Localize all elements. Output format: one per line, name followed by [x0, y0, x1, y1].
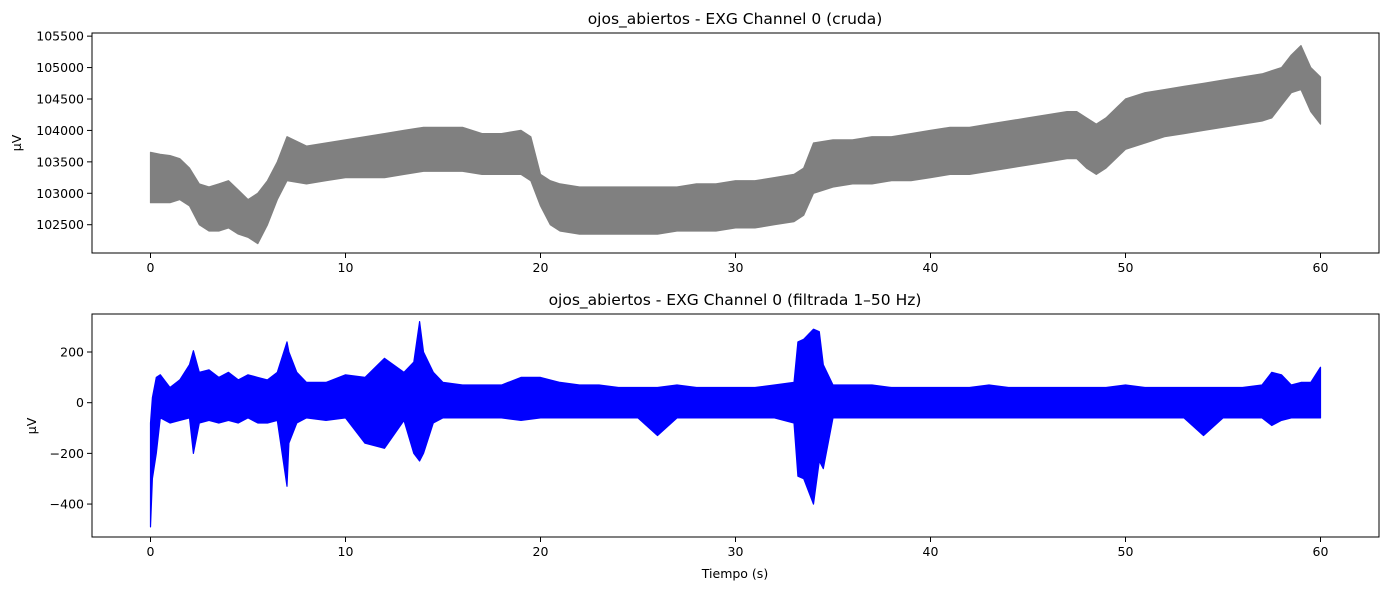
raw-axis-ticks: 0 10 20 30 40 50 60 102500 103000 103500 104000 104… — [36, 29, 1328, 275]
raw-y-tick-label: 103000 — [36, 186, 84, 201]
filtered-x-tick-label: 10 — [338, 544, 354, 559]
filtered-x-tick-label: 50 — [1118, 544, 1134, 559]
filtered-y-tick-label: 0 — [76, 395, 84, 410]
raw-x-tick-label: 20 — [533, 260, 549, 275]
filtered-x-axis-label: Tiempo (s) — [701, 566, 768, 581]
raw-x-tick-label: 0 — [147, 260, 155, 275]
raw-x-tick-label: 40 — [923, 260, 939, 275]
filtered-x-tick-label: 40 — [923, 544, 939, 559]
raw-y-tick-label: 105000 — [36, 60, 84, 75]
raw-signal-trace — [150, 50, 1321, 241]
filtered-signal-marks — [149, 321, 1322, 528]
filtered-y-axis-label: µV — [24, 417, 39, 434]
raw-x-tick-label: 60 — [1313, 260, 1329, 275]
filtered-y-tick-label: 200 — [60, 345, 84, 360]
filtered-plot-frame — [91, 313, 1380, 538]
raw-y-tick-label: 104500 — [36, 92, 84, 107]
raw-chart-title: ojos_abiertos - EXG Channel 0 (cruda) — [588, 10, 883, 29]
filtered-x-tick-label: 20 — [533, 544, 549, 559]
raw-signal-marks — [149, 45, 1322, 245]
raw-x-tick-label: 30 — [728, 260, 744, 275]
filtered-x-tick-label: 60 — [1313, 544, 1329, 559]
filtered-signal-panel: ojos_abiertos - EXG Channel 0 (filtrada … — [24, 291, 1380, 581]
raw-y-tick-label: 102500 — [36, 217, 84, 232]
raw-x-tick-label: 10 — [338, 260, 354, 275]
raw-y-tick-label: 103500 — [36, 154, 84, 169]
raw-x-tick-label: 50 — [1118, 260, 1134, 275]
raw-y-axis-label: µV — [9, 134, 24, 151]
raw-y-tick-label: 104000 — [36, 123, 84, 138]
filtered-signal-trace — [150, 330, 1321, 519]
raw-plot-frame — [91, 32, 1380, 254]
filtered-x-tick-label: 30 — [728, 544, 744, 559]
filtered-y-tick-label: −200 — [50, 446, 84, 461]
filtered-y-tick-label: −400 — [50, 497, 84, 512]
filtered-x-tick-label: 0 — [147, 544, 155, 559]
filtered-axis-ticks: 0 10 20 30 40 50 60 −400 −200 0 200 — [50, 345, 1329, 559]
filtered-chart-title: ojos_abiertos - EXG Channel 0 (filtrada … — [549, 291, 922, 310]
raw-y-tick-label: 105500 — [36, 29, 84, 44]
raw-signal-panel: ojos_abiertos - EXG Channel 0 (cruda) µV… — [9, 10, 1380, 275]
